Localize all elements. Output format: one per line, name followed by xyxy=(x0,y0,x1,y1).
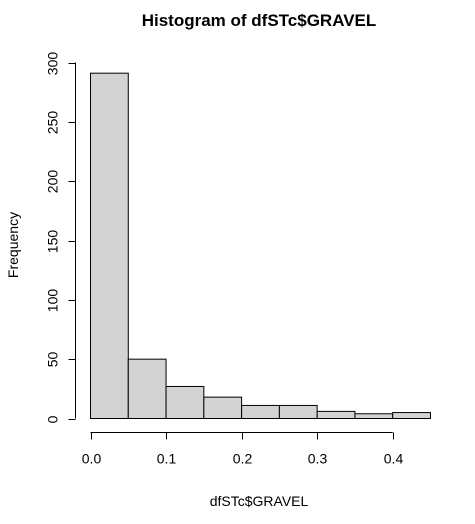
y-tick-label-5: 250 xyxy=(45,111,61,135)
x-tick-label-0: 0.0 xyxy=(82,451,102,467)
y-axis-label: Frequency xyxy=(5,212,21,278)
histogram-bar-0 xyxy=(90,72,129,420)
y-tick-label-4: 200 xyxy=(45,170,61,194)
x-tick-label-4: 0.4 xyxy=(384,451,404,467)
x-tick-label-1: 0.1 xyxy=(157,451,177,467)
histogram-bar-2 xyxy=(165,385,205,419)
histogram-bar-6 xyxy=(316,410,356,420)
histogram-bar-8 xyxy=(392,412,432,420)
y-axis: 0 50 100 150 200 250 300 xyxy=(45,52,76,423)
y-tick-label-2: 100 xyxy=(45,289,61,313)
histogram-bar-3 xyxy=(203,396,243,420)
chart-title: Histogram of dfSTc$GRAVEL xyxy=(142,11,377,30)
y-tick-label-1: 50 xyxy=(45,352,61,368)
histogram-bar-1 xyxy=(127,358,167,419)
x-tick-label-3: 0.3 xyxy=(308,451,328,467)
histogram-bar-5 xyxy=(278,404,318,419)
x-axis-label: dfSTc$GRAVEL xyxy=(210,493,309,509)
bars xyxy=(90,72,432,420)
histogram-bar-4 xyxy=(241,404,280,419)
x-tick-label-2: 0.2 xyxy=(233,451,253,467)
y-tick-label-6: 300 xyxy=(45,52,61,76)
histogram-bar-7 xyxy=(354,413,394,419)
y-tick-label-0: 0 xyxy=(45,415,61,423)
x-axis: 0.0 0.1 0.2 0.3 0.4 xyxy=(82,432,404,467)
y-tick-label-3: 150 xyxy=(45,230,61,254)
